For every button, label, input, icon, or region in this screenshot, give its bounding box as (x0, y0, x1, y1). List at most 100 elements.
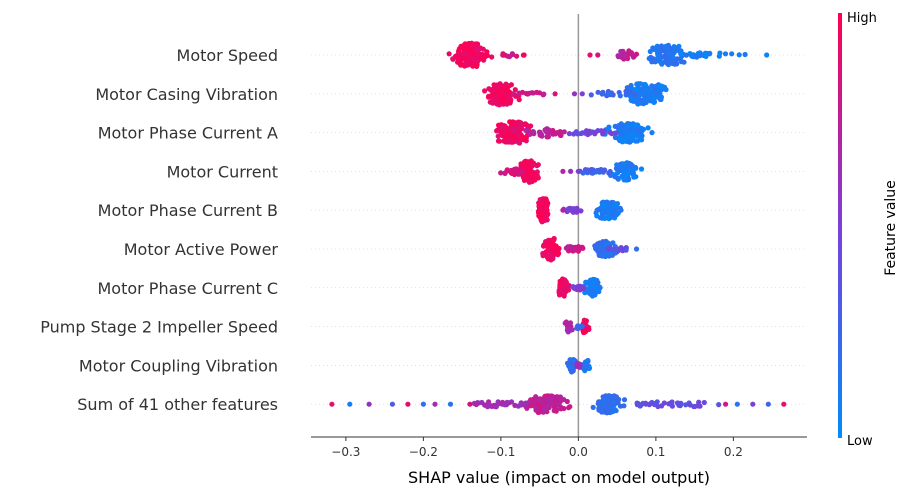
data-point (565, 326, 571, 332)
x-tick-label: −0.1 (486, 445, 515, 459)
x-axis-title: SHAP value (impact on model output) (408, 468, 710, 487)
data-point (587, 52, 593, 58)
data-point (596, 407, 602, 413)
data-point (537, 409, 543, 415)
data-point (647, 48, 653, 55)
data-point (659, 45, 665, 51)
data-point (619, 123, 625, 129)
data-point (781, 401, 787, 407)
data-point (590, 404, 596, 410)
data-point (610, 240, 616, 246)
data-point (516, 97, 522, 103)
data-point (750, 401, 756, 407)
data-point (621, 164, 627, 170)
data-point (548, 393, 555, 399)
data-point (496, 84, 502, 90)
data-point (654, 399, 660, 405)
data-point (470, 56, 476, 62)
data-point (742, 51, 748, 58)
data-point (575, 245, 581, 251)
data-point (567, 320, 574, 326)
data-point (543, 206, 549, 212)
data-point (606, 246, 612, 252)
data-point (541, 400, 547, 406)
data-point (507, 99, 513, 105)
feature-label: Motor Phase Current A (98, 124, 278, 143)
data-point (532, 177, 538, 183)
data-point (493, 93, 500, 99)
data-point (540, 250, 546, 257)
data-point (489, 54, 495, 60)
data-point (594, 213, 600, 219)
data-point (520, 162, 526, 168)
data-point (601, 402, 608, 408)
data-point (615, 53, 621, 59)
feature-label: Motor Coupling Vibration (79, 356, 278, 375)
data-point (613, 394, 620, 400)
feature-label: Motor Current (167, 162, 278, 181)
data-point (722, 51, 729, 57)
data-point (544, 212, 550, 218)
data-point (617, 93, 623, 99)
feature-label: Motor Phase Current B (98, 201, 278, 220)
data-point (482, 54, 488, 60)
data-point (765, 401, 771, 407)
data-point (597, 285, 603, 291)
data-point (640, 126, 647, 132)
data-point (716, 402, 722, 408)
data-point (610, 212, 616, 218)
data-point (600, 209, 606, 215)
data-point (625, 51, 632, 58)
data-point (595, 52, 601, 58)
data-point (674, 56, 680, 62)
data-point (638, 166, 645, 172)
data-point (671, 46, 677, 53)
data-point (612, 201, 619, 208)
data-point (598, 244, 604, 250)
data-point (447, 401, 454, 407)
data-point (522, 121, 528, 127)
data-point (651, 85, 657, 91)
data-point (457, 51, 463, 57)
data-point (493, 404, 499, 410)
data-point (506, 95, 512, 101)
data-point (514, 53, 520, 59)
feature-label: Motor Speed (177, 46, 278, 65)
data-point (347, 401, 353, 407)
data-point (564, 398, 570, 405)
data-point (526, 90, 532, 96)
data-point (664, 44, 670, 50)
data-point (697, 403, 703, 409)
data-point (624, 133, 631, 139)
data-point (506, 400, 512, 406)
data-point (450, 56, 456, 62)
data-point (626, 128, 633, 134)
data-point (446, 51, 452, 57)
data-point (617, 403, 624, 409)
data-point (595, 206, 602, 213)
data-point (643, 401, 649, 407)
data-point (563, 319, 569, 325)
data-point (632, 122, 638, 128)
data-point (657, 52, 663, 58)
feature-label: Pump Stage 2 Impeller Speed (40, 318, 278, 337)
data-point (561, 129, 567, 135)
x-tick-label: 0.2 (724, 445, 743, 459)
feature-labels: Motor Speed Motor Casing Vibration Motor P… (40, 46, 278, 414)
data-point (522, 401, 529, 407)
data-point (618, 207, 624, 213)
data-point (405, 401, 411, 407)
data-point (502, 402, 508, 408)
data-point (518, 401, 524, 407)
data-point (600, 169, 606, 175)
data-point (480, 46, 486, 52)
data-point (650, 96, 657, 102)
data-point (598, 215, 605, 221)
data-point (534, 163, 540, 169)
x-tick-label: −0.3 (331, 445, 360, 459)
data-point (598, 128, 604, 134)
data-point (646, 55, 652, 62)
feature-label: Motor Active Power (124, 240, 279, 259)
data-point (574, 286, 580, 293)
